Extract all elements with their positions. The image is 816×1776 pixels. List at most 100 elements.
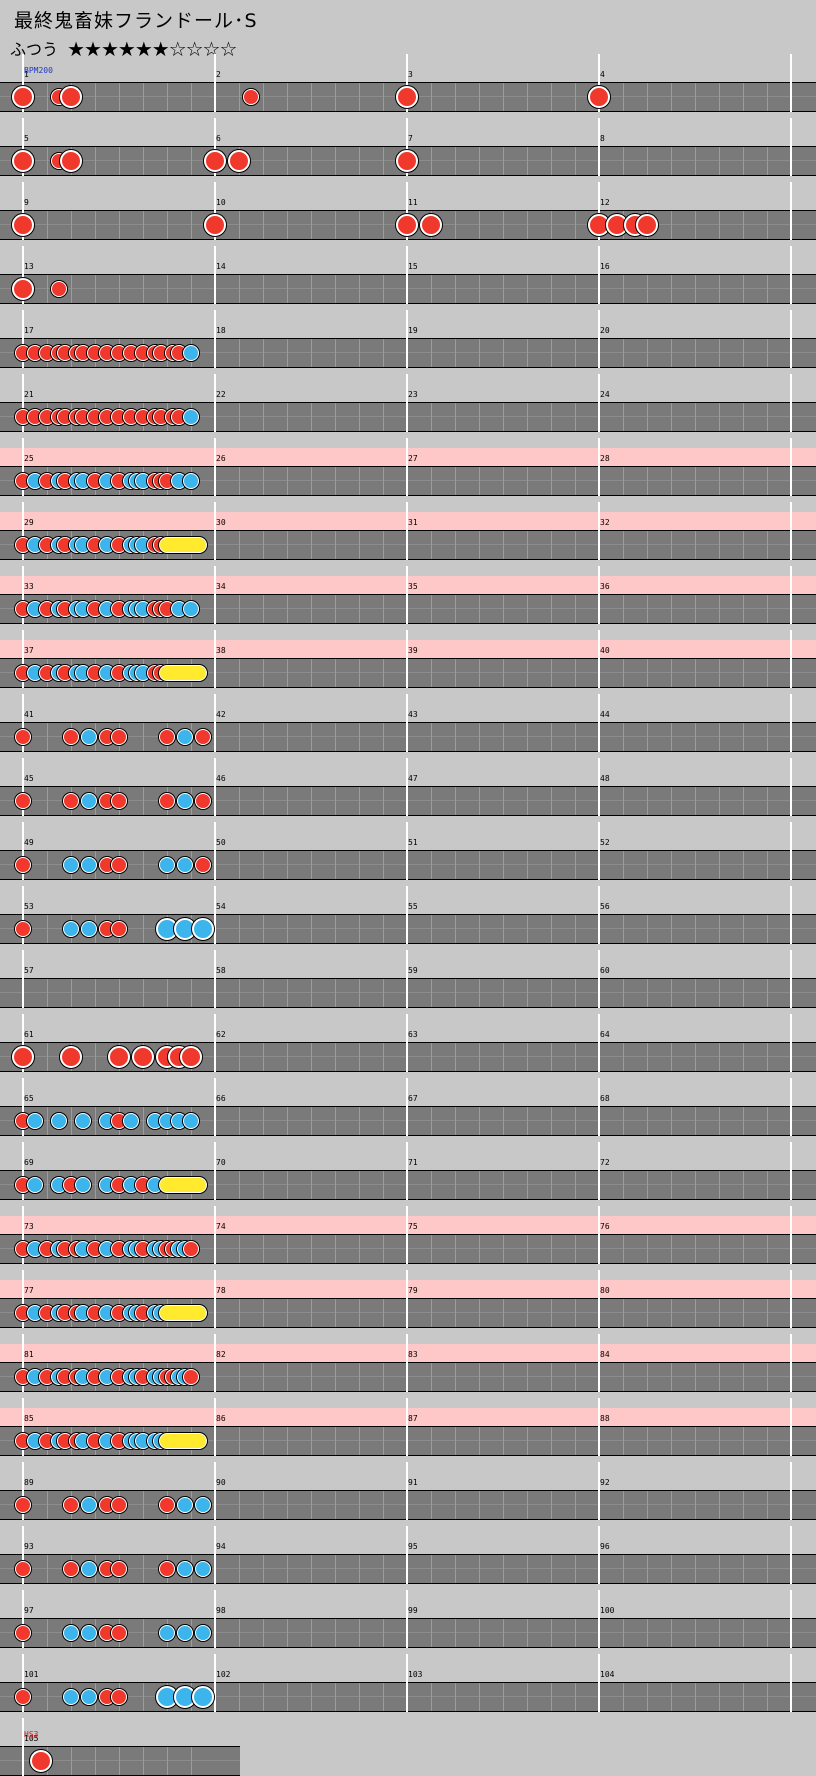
beat-line	[263, 595, 264, 623]
lane-border	[0, 914, 816, 915]
measure-number: 49	[24, 838, 34, 847]
beat-line	[647, 83, 648, 111]
beat-line	[431, 1043, 432, 1071]
beat-line	[551, 851, 552, 879]
beat-line	[455, 659, 456, 687]
bar-line	[22, 1654, 24, 1712]
big-don-note	[636, 214, 658, 236]
beat-line	[527, 403, 528, 431]
beat-line	[191, 275, 192, 303]
chart-row: 77 78 79 80	[0, 1270, 816, 1328]
lane-border	[0, 1583, 816, 1584]
beat-line	[503, 1043, 504, 1071]
note-lane: 93 94 95 96	[0, 1526, 816, 1584]
ka-note	[123, 1113, 139, 1129]
don-note	[63, 793, 79, 809]
beat-line	[527, 147, 528, 175]
beat-line	[239, 403, 240, 431]
beat-line	[647, 1491, 648, 1519]
big-don-note	[180, 1046, 202, 1068]
beat-line	[503, 403, 504, 431]
bar-line	[790, 118, 792, 176]
beat-line	[359, 467, 360, 495]
measure-number: 56	[600, 902, 610, 911]
beat-line	[263, 787, 264, 815]
beat-line	[719, 723, 720, 751]
beat-line	[239, 787, 240, 815]
bar-line	[790, 1142, 792, 1200]
lane-border	[0, 1426, 816, 1427]
don-note	[159, 1561, 175, 1577]
lane-border	[0, 1170, 816, 1171]
beat-line	[767, 275, 768, 303]
beat-line	[479, 1171, 480, 1199]
lane-centerline	[0, 1312, 816, 1313]
beat-line	[527, 531, 528, 559]
ka-note	[183, 1113, 199, 1129]
lane-border	[0, 1042, 816, 1043]
beat-line	[671, 147, 672, 175]
measure-number: 32	[600, 518, 610, 527]
bar-line	[598, 1014, 600, 1072]
beat-line	[695, 787, 696, 815]
beat-line	[695, 659, 696, 687]
beat-line	[239, 1491, 240, 1519]
lane-border	[0, 146, 816, 147]
bar-line	[214, 566, 216, 624]
beat-line	[335, 1491, 336, 1519]
bar-line	[790, 54, 792, 112]
don-note	[111, 857, 127, 873]
beat-line	[743, 723, 744, 751]
bar-line	[22, 1014, 24, 1072]
measure-number: 43	[408, 710, 418, 719]
beat-line	[479, 595, 480, 623]
measure-number: 77	[24, 1286, 34, 1295]
beat-line	[719, 147, 720, 175]
measure-number: 90	[216, 1478, 226, 1487]
beat-line	[575, 1299, 576, 1327]
beat-line	[503, 1299, 504, 1327]
beat-line	[647, 467, 648, 495]
beat-line	[47, 1555, 48, 1583]
measure-number: 62	[216, 1030, 226, 1039]
lane-border	[0, 786, 816, 787]
beat-line	[455, 1427, 456, 1455]
lane-border	[0, 1327, 816, 1328]
measure-number: 87	[408, 1414, 418, 1423]
beat-line	[767, 1555, 768, 1583]
big-don-note	[12, 86, 34, 108]
measure-number: 100	[600, 1606, 615, 1615]
beat-line	[359, 403, 360, 431]
ka-note	[51, 1113, 67, 1129]
beat-line	[743, 1043, 744, 1071]
beat-line	[647, 1427, 648, 1455]
beat-line	[95, 211, 96, 239]
beat-line	[743, 659, 744, 687]
measure-number: 34	[216, 582, 226, 591]
beat-line	[647, 1107, 648, 1135]
beat-line	[383, 979, 384, 1007]
bar-line	[790, 758, 792, 816]
beat-line	[359, 1683, 360, 1711]
note-lane: 57 58 59 60	[0, 950, 816, 1008]
beat-line	[743, 1171, 744, 1199]
lane-centerline	[0, 480, 816, 481]
lane-border	[0, 943, 816, 944]
bar-line	[790, 694, 792, 752]
measure-number: 38	[216, 646, 226, 655]
difficulty-stars: ★★★★★★☆☆☆☆	[67, 37, 237, 61]
beat-line	[431, 83, 432, 111]
bar-line	[598, 886, 600, 944]
beat-line	[503, 787, 504, 815]
beat-line	[311, 851, 312, 879]
beat-line	[263, 1363, 264, 1391]
beat-line	[263, 1171, 264, 1199]
bar-line	[22, 1270, 24, 1328]
beat-line	[527, 1107, 528, 1135]
lane-border	[0, 1135, 816, 1136]
beat-line	[527, 915, 528, 943]
beat-line	[575, 1491, 576, 1519]
drumroll-note	[159, 1305, 207, 1321]
bar-line	[406, 1078, 408, 1136]
beat-line	[47, 211, 48, 239]
